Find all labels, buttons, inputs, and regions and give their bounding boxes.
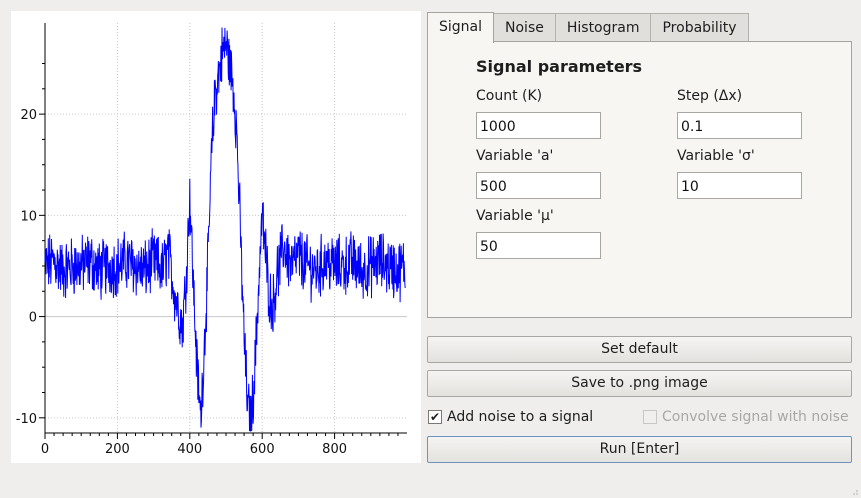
run-button[interactable]: Run [Enter]: [427, 436, 852, 463]
plot-axes: [39, 23, 407, 439]
resize-grip-icon[interactable]: [849, 486, 859, 496]
tab-probability[interactable]: Probability: [651, 13, 749, 42]
convolve-checkbox: [643, 410, 657, 424]
x-tick-label: 0: [41, 442, 49, 457]
y-tick-label: 0: [29, 311, 37, 326]
variable-mu-input[interactable]: [476, 232, 601, 259]
tab-histogram[interactable]: Histogram: [555, 13, 652, 42]
y-tick-label: 10: [20, 209, 37, 224]
tab-signal[interactable]: Signal: [427, 12, 495, 43]
signal-plot: 0 200 400 600 800 -10 0 10 20: [11, 11, 421, 463]
convolve-option: Convolve signal with noise: [643, 408, 849, 426]
checkmark-icon: ✔: [429, 410, 441, 424]
x-tick-label: 400: [177, 442, 202, 457]
variable-mu-label: Variable 'μ': [476, 208, 554, 224]
save-png-button[interactable]: Save to .png image: [427, 370, 852, 397]
plot-series: [44, 27, 406, 432]
count-input[interactable]: [476, 112, 601, 139]
signal-tab-panel: Signal parameters Count (K) Step (Δx) Va…: [427, 41, 852, 318]
signal-plot-svg: 0 200 400 600 800 -10 0 10 20: [16, 23, 407, 457]
convolve-label: Convolve signal with noise: [662, 409, 849, 425]
x-tick-label: 600: [250, 442, 275, 457]
variable-sigma-input[interactable]: [677, 172, 802, 199]
step-input[interactable]: [677, 112, 802, 139]
add-noise-checkbox[interactable]: ✔: [428, 410, 442, 424]
step-label: Step (Δx): [677, 88, 743, 104]
x-tick-label: 800: [322, 442, 347, 457]
add-noise-label: Add noise to a signal: [447, 409, 594, 425]
tab-noise[interactable]: Noise: [494, 13, 556, 42]
y-tick-label: -10: [16, 412, 37, 427]
variable-sigma-label: Variable 'σ': [677, 148, 755, 164]
tab-bar: Signal Noise Histogram Probability: [427, 12, 749, 43]
variable-a-label: Variable 'a': [476, 148, 554, 164]
x-tick-label: 200: [105, 442, 130, 457]
plot-tick-labels: 0 200 400 600 800 -10 0 10 20: [16, 108, 347, 457]
signal-line: [44, 27, 406, 432]
y-tick-label: 20: [20, 108, 37, 123]
plot-grid: [45, 23, 407, 433]
add-noise-option[interactable]: ✔ Add noise to a signal: [428, 408, 593, 426]
panel-title: Signal parameters: [476, 57, 643, 76]
variable-a-input[interactable]: [476, 172, 601, 199]
set-default-button[interactable]: Set default: [427, 336, 852, 363]
count-label: Count (K): [476, 88, 543, 104]
